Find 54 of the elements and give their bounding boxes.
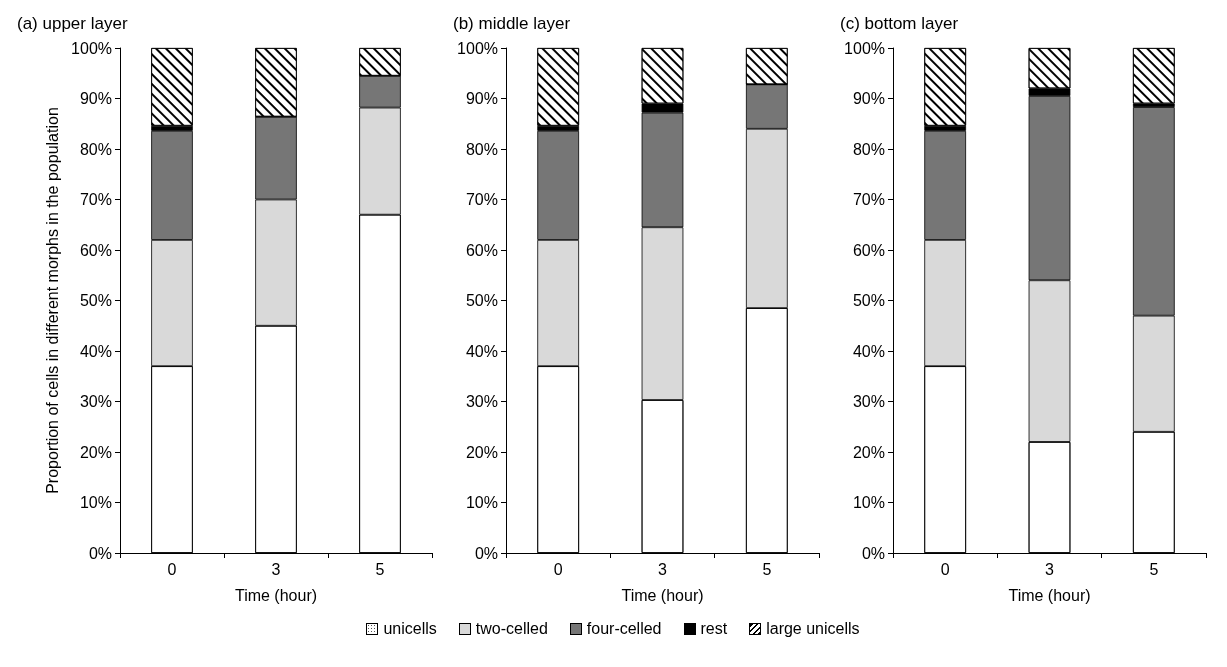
chart-title: (a) upper layer (17, 14, 128, 33)
y-tick-label: 10% (79, 494, 112, 511)
y-tick-label: 40% (852, 342, 885, 360)
x-tick-label: 0 (553, 560, 563, 578)
x-tick-label: 5 (375, 560, 385, 578)
y-tick-label: 70% (465, 191, 498, 208)
y-tick-label: 10% (465, 494, 498, 511)
y-tick-label: 60% (465, 241, 498, 259)
y-tick-label: 50% (465, 292, 498, 309)
y-tick-label: 50% (79, 292, 112, 309)
y-tick-label: 100% (71, 39, 112, 57)
x-tick-label: 3 (271, 560, 281, 578)
x-axis-title: Time (hour) (234, 586, 318, 604)
y-tick-label: 70% (852, 191, 885, 208)
y-tick-label: 80% (465, 140, 498, 158)
legend-label: four-celled (586, 620, 662, 638)
y-tick-label: 30% (79, 393, 112, 410)
x-axis-title: Time (hour) (1008, 586, 1091, 604)
legend-label: unicells (383, 620, 437, 638)
y-tick-label: 0% (474, 544, 498, 562)
y-tick-label: 0% (88, 544, 112, 562)
y-tick-label: 40% (465, 342, 498, 360)
x-tick-label: 3 (1045, 560, 1055, 578)
y-tick-label: 80% (79, 140, 112, 158)
y-tick-label: 20% (79, 443, 112, 461)
y-tick-label: 100% (844, 39, 885, 57)
x-tick-label: 0 (940, 560, 950, 578)
y-tick-label: 30% (465, 393, 498, 410)
legend-label: large unicells (766, 620, 860, 638)
x-tick-label: 5 (1149, 560, 1159, 578)
y-tick-label: 30% (852, 393, 885, 410)
y-tick-label: 90% (79, 90, 112, 107)
x-axis-title: Time (hour) (621, 586, 704, 604)
y-tick-label: 100% (457, 39, 498, 57)
y-tick-label: 50% (852, 292, 885, 309)
y-tick-label: 90% (852, 90, 885, 107)
y-axis-title: Proportion of cells in different morphs in the population (43, 107, 61, 494)
y-tick-label: 90% (465, 90, 498, 107)
y-tick-label: 60% (79, 241, 112, 259)
y-tick-label: 70% (79, 191, 112, 208)
y-tick-label: 60% (852, 241, 885, 259)
x-tick-label: 0 (167, 560, 177, 578)
y-tick-label: 80% (852, 140, 885, 158)
y-tick-label: 10% (852, 494, 885, 511)
legend-label: two-celled (475, 620, 548, 638)
y-tick-label: 0% (861, 544, 885, 562)
y-tick-label: 20% (852, 443, 885, 461)
y-tick-label: 20% (465, 443, 498, 461)
x-tick-label: 5 (762, 560, 772, 578)
y-tick-label: 40% (79, 342, 112, 360)
x-tick-label: 3 (658, 560, 668, 578)
legend-label: rest (700, 620, 728, 638)
chart-title: (c) bottom layer (840, 14, 959, 33)
chart-title: (b) middle layer (453, 14, 571, 33)
